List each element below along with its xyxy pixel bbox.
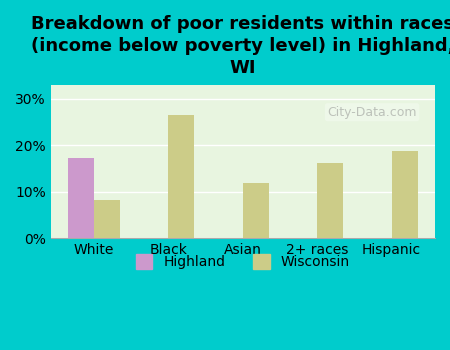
Bar [243,183,269,238]
Legend: Highland, Wisconsin: Highland, Wisconsin [130,249,356,275]
Bar [68,158,94,238]
Bar [94,200,120,238]
Text: City-Data.com: City-Data.com [327,106,417,119]
Bar [168,115,194,238]
Bar [392,151,418,238]
Bar [317,163,343,238]
Title: Breakdown of poor residents within races
(income below poverty level) in Highlan: Breakdown of poor residents within races… [31,15,450,77]
